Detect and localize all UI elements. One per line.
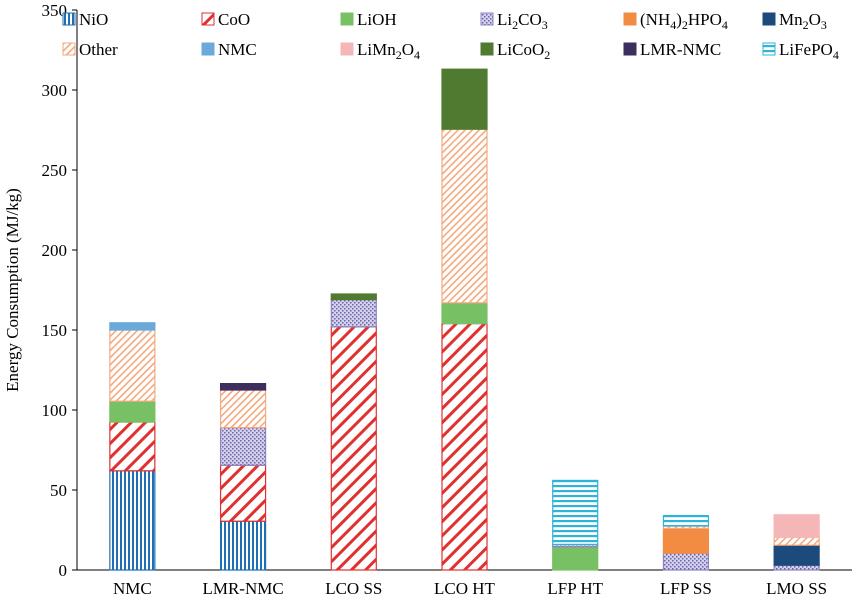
y-tick-label: 0 bbox=[59, 561, 68, 580]
y-tick-label: 100 bbox=[42, 401, 68, 420]
legend-label: LMR-NMC bbox=[640, 40, 721, 59]
legend-item-licoo2: LiCoO2 bbox=[480, 40, 550, 62]
legend-swatch bbox=[480, 42, 494, 56]
legend-swatch bbox=[340, 42, 354, 56]
bar-licoo2 bbox=[441, 68, 488, 130]
bars bbox=[109, 68, 820, 571]
legend-label: Other bbox=[79, 40, 118, 59]
legend-swatch bbox=[762, 42, 776, 56]
legend-label: LiMn2O4 bbox=[357, 40, 420, 62]
legend-item-limn: LiMn2O4 bbox=[340, 40, 420, 62]
y-tick-label: 50 bbox=[50, 481, 67, 500]
legend-swatch bbox=[340, 12, 354, 26]
legend-item-lfp: LiFePO4 bbox=[762, 40, 839, 62]
legend-label: LiFePO4 bbox=[779, 40, 839, 62]
category-label: NMC bbox=[113, 579, 152, 598]
bar-lfp bbox=[662, 514, 710, 527]
y-tick-label: 300 bbox=[42, 81, 68, 100]
legend-swatch bbox=[480, 12, 494, 26]
legend-item-nmc: NMC bbox=[201, 40, 257, 59]
bar-other bbox=[773, 536, 820, 546]
bar-nio bbox=[219, 520, 267, 571]
bar-li2co3 bbox=[773, 564, 820, 571]
category-label: LMR-NMC bbox=[202, 579, 283, 598]
category-label: LMO SS bbox=[766, 579, 827, 598]
bar-nh4 bbox=[662, 527, 710, 554]
legend-swatch bbox=[762, 12, 776, 26]
bar-coo bbox=[441, 323, 488, 571]
legend-item-li2co3: Li2CO3 bbox=[480, 10, 548, 32]
bar-limn bbox=[773, 514, 820, 538]
legend-swatch bbox=[62, 42, 76, 56]
legend-swatch bbox=[623, 12, 637, 26]
bar-coo bbox=[219, 464, 267, 522]
bar-licoo2 bbox=[330, 293, 377, 301]
y-tick-label: 200 bbox=[42, 241, 68, 260]
legend-label: Mn2O3 bbox=[779, 10, 827, 32]
y-tick-label: 350 bbox=[42, 1, 68, 20]
y-axis-label: Energy Consumption (MJ/kg) bbox=[3, 188, 22, 392]
legend-item-lmr: LMR-NMC bbox=[623, 40, 721, 59]
bar-li2co3 bbox=[662, 552, 710, 571]
legend-swatch bbox=[62, 12, 76, 26]
bar-coo bbox=[330, 326, 377, 571]
bar-nio bbox=[109, 470, 156, 571]
bar-li2co3 bbox=[330, 299, 377, 328]
legend-label: LiOH bbox=[357, 10, 397, 29]
legend-swatch bbox=[623, 42, 637, 56]
y-tick-label: 250 bbox=[42, 161, 68, 180]
legend-swatch bbox=[201, 12, 215, 26]
bar-other bbox=[109, 329, 156, 402]
legend-label: (NH4)2HPO4 bbox=[640, 10, 728, 32]
y-tick-label: 150 bbox=[42, 321, 68, 340]
legend-label: NMC bbox=[218, 40, 257, 59]
bar-coo bbox=[109, 421, 156, 472]
category-labels: NMC LMR-NMC LCO SS LCO HT LFP HT LFP SS LMO SS bbox=[113, 579, 827, 598]
legend-item-nh4: (NH4)2HPO4 bbox=[623, 10, 728, 32]
bar-lfp bbox=[552, 479, 599, 545]
category-label: LCO SS bbox=[325, 579, 382, 598]
bar-nmc bbox=[109, 322, 156, 331]
legend-item-coo: CoO bbox=[201, 10, 250, 29]
bar-mn2o3 bbox=[773, 544, 820, 566]
category-label: LFP SS bbox=[660, 579, 712, 598]
category-label: LFP HT bbox=[547, 579, 603, 598]
legend: NiO CoO LiOH Li2CO3 (NH4)2HPO4 Mn2O3 Other NMC L… bbox=[62, 10, 839, 62]
legend-label: NiO bbox=[79, 10, 108, 29]
legend-item-mn2o3: Mn2O3 bbox=[762, 10, 827, 32]
bar-other bbox=[219, 389, 267, 429]
bar-lioh bbox=[441, 302, 488, 325]
bar-li2co3 bbox=[219, 427, 267, 466]
legend-label: LiCoO2 bbox=[497, 40, 550, 62]
legend-swatch bbox=[201, 42, 215, 56]
legend-label: Li2CO3 bbox=[497, 10, 548, 32]
bar-lioh bbox=[109, 400, 156, 423]
legend-item-lioh: LiOH bbox=[340, 10, 397, 29]
bar-lioh bbox=[552, 546, 599, 571]
category-label: LCO HT bbox=[434, 579, 496, 598]
bar-lmr bbox=[219, 383, 267, 391]
legend-item-other: Other bbox=[62, 40, 118, 59]
bar-other bbox=[441, 128, 488, 304]
legend-item-nio: NiO bbox=[62, 10, 108, 29]
legend-label: CoO bbox=[218, 10, 250, 29]
y-ticks: 0 50 100 150 200 250 300 350 bbox=[42, 1, 77, 580]
